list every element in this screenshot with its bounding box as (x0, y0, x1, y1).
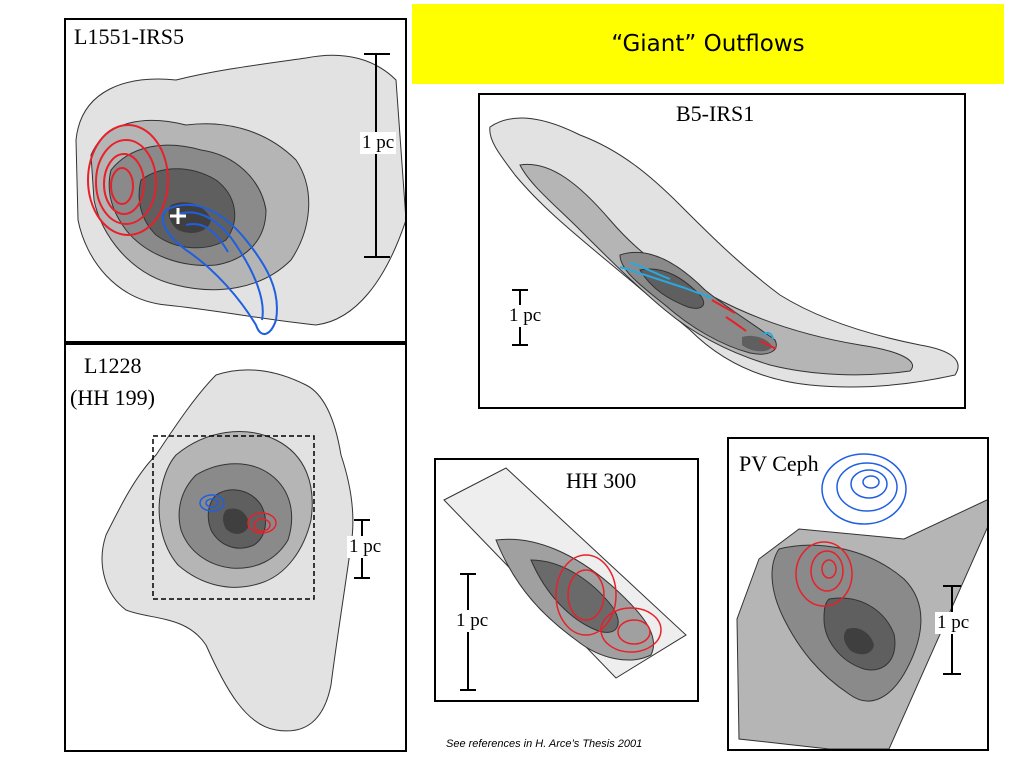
scale-bar-label: 1 pc (507, 305, 544, 327)
panel-pv-ceph: PV Ceph 1 pc (727, 437, 989, 751)
panel-name: HH 300 (566, 468, 637, 493)
panel-l1551-irs5: L1551-IRS5 1 pc (64, 18, 407, 343)
scale-bar-label: 1 pc (360, 132, 397, 154)
slide-title: “Giant” Outflows (611, 31, 805, 57)
panel-name-line-2: (HH 199) (70, 385, 155, 410)
panel-l1228: L1228 (HH 199) 1 pc (64, 343, 407, 752)
b5-contour-map (489, 117, 959, 388)
l1228-contour-map (101, 369, 370, 732)
l1551-contour-map (75, 53, 405, 335)
scale-bar-label: 1 pc (935, 612, 972, 634)
panel-name: L1551-IRS5 (74, 24, 184, 49)
pv-ceph-contour-map (736, 453, 987, 749)
scale-bar-label: 1 pc (347, 536, 384, 558)
title-banner: “Giant” Outflows (412, 4, 1004, 84)
panel-name: PV Ceph (739, 451, 819, 476)
panel-name: B5-IRS1 (676, 101, 755, 126)
panel-name-line-1: L1228 (84, 353, 142, 378)
hh300-contour-map (443, 467, 687, 691)
panel-b5-irs1: B5-IRS1 1 pc (478, 93, 966, 409)
panel-hh300: HH 300 1 pc (434, 458, 699, 702)
footnote: See references in H. Arce’s Thesis 2001 (446, 738, 643, 750)
scale-bar-label: 1 pc (454, 610, 491, 632)
